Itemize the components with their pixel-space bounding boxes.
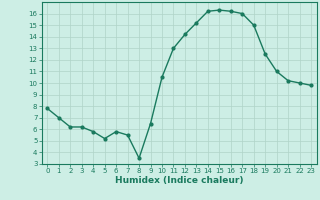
X-axis label: Humidex (Indice chaleur): Humidex (Indice chaleur) (115, 176, 244, 185)
